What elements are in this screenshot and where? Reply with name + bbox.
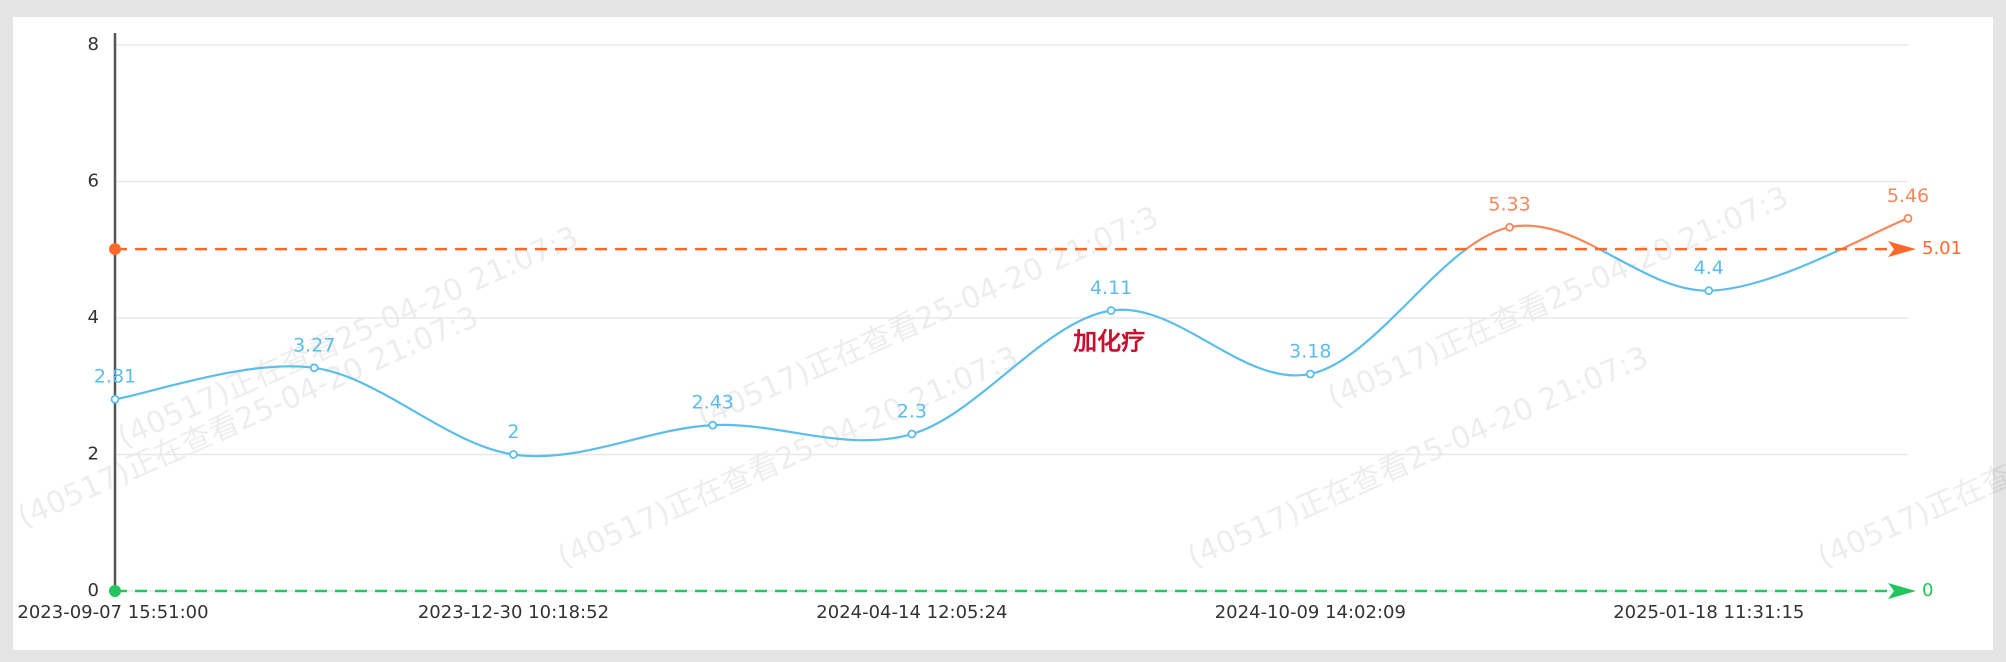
value-label: 2.81 [94,366,136,388]
x-tick-label: 2024-04-14 12:05:24 [816,602,1007,623]
value-label: 2.3 [897,401,927,423]
point [907,429,917,439]
y-tick-label: 8 [88,34,99,55]
value-label: 4.4 [1694,257,1724,279]
mark-line-label: 5.01 [1922,238,1962,259]
mark-line-label: 0 [1922,580,1933,601]
x-tick-label: 2023-12-30 10:18:52 [418,602,609,623]
line [114,249,1845,458]
value-label: 3.27 [293,334,335,356]
value-label: 5.33 [1488,194,1530,216]
point [309,363,319,373]
point [708,420,718,430]
point [509,450,518,459]
value-label: 4.11 [1090,277,1132,299]
mark-line-arrow [1888,241,1916,258]
value-label: 2.43 [692,392,734,414]
point [1106,306,1116,315]
value-label: 3.18 [1289,340,1331,362]
mark-line-arrow [1888,583,1916,599]
y-tick-label: 6 [88,171,99,192]
point [1704,286,1714,296]
y-tick-label: 0 [88,580,99,601]
point [1903,213,1913,223]
mark-line-start [109,243,121,256]
value-label: 5.46 [1887,185,1929,207]
point [1505,222,1514,232]
mark-line-start [109,585,121,597]
value-label: 2 [507,421,519,443]
x-tick-label: 2024-10-09 14:02:09 [1215,602,1406,623]
y-tick-label: 4 [88,307,99,328]
y-tick-label: 2 [88,444,99,465]
x-tick-label: 2023-09-07 15:51:00 [17,602,208,623]
point [1305,369,1315,379]
annotation: 加化疗 [1073,327,1145,355]
point [110,394,120,404]
x-tick-label: 2025-01-18 11:31:15 [1613,602,1804,623]
panel [13,17,1993,650]
